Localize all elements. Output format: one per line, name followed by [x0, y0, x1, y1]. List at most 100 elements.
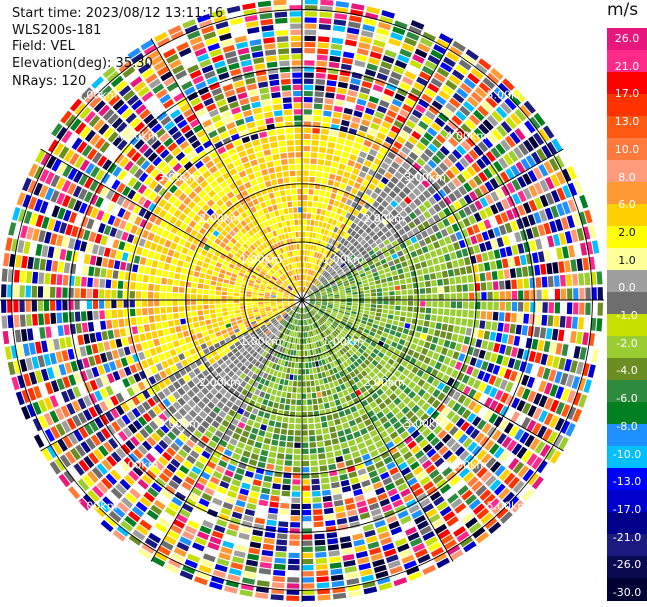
- ppi-gate: [322, 339, 327, 345]
- ppi-gate: [277, 447, 285, 453]
- ppi-gate: [378, 21, 392, 31]
- ppi-gate: [233, 139, 243, 147]
- ppi-gate: [539, 179, 549, 193]
- ppi-gate: [270, 445, 278, 452]
- ppi-gate: [291, 343, 295, 350]
- ppi-gate: [244, 565, 257, 573]
- ppi-gate: [199, 134, 210, 144]
- ppi-gate: [148, 180, 158, 190]
- ppi-gate: [268, 347, 273, 354]
- ppi-gate: [440, 534, 454, 545]
- ppi-gate: [269, 79, 280, 87]
- ppi-gate: [292, 318, 296, 325]
- ppi-gate: [302, 424, 308, 430]
- ppi-gate: [291, 399, 296, 405]
- ppi-gate: [384, 171, 393, 180]
- ppi-gate: [333, 288, 339, 292]
- ppi-gate: [308, 362, 312, 368]
- ppi-gate: [533, 112, 546, 127]
- ppi-gate: [192, 340, 200, 347]
- ppi-gate: [249, 95, 260, 103]
- ppi-gate: [291, 189, 297, 195]
- ppi-gate: [432, 257, 439, 265]
- ppi-gate: [175, 135, 186, 146]
- ppi-gate: [291, 257, 294, 263]
- ppi-gate: [353, 260, 360, 266]
- ppi-gate: [229, 355, 237, 362]
- ppi-gate: [153, 183, 163, 194]
- ppi-gate: [13, 284, 19, 298]
- ppi-gate: [197, 283, 204, 289]
- ppi-gate: [444, 253, 451, 262]
- ppi-gate: [278, 384, 283, 391]
- ppi-gate: [283, 302, 289, 304]
- ppi-gate: [183, 216, 192, 225]
- ppi-gate: [438, 286, 444, 293]
- ppi-gate: [268, 324, 274, 329]
- ppi-gate: [47, 246, 55, 259]
- ppi-gate: [212, 230, 220, 237]
- ppi-gate: [298, 207, 302, 213]
- ppi-gate: [191, 170, 201, 180]
- ppi-gate: [304, 307, 307, 313]
- ppi-gate: [129, 364, 138, 374]
- ppi-gate: [272, 483, 281, 490]
- ppi-gate: [84, 177, 94, 189]
- ppi-gate: [293, 289, 297, 294]
- ppi-gate: [269, 325, 275, 331]
- ppi-gate: [105, 289, 111, 299]
- ppi-gate: [264, 296, 270, 298]
- ppi-gate: [241, 136, 251, 144]
- ppi-gate: [324, 229, 329, 236]
- ppi-gate: [414, 125, 425, 135]
- ppi-gate: [314, 379, 320, 386]
- ppi-gate: [65, 336, 73, 348]
- ppi-gate: [118, 85, 132, 97]
- ppi-gate: [165, 335, 172, 343]
- ppi-gate: [110, 408, 120, 419]
- ppi-gate: [168, 374, 177, 383]
- ppi-gate: [274, 273, 279, 278]
- ppi-gate: [547, 276, 554, 288]
- ppi-gate: [350, 9, 364, 17]
- ppi-gate: [56, 378, 65, 391]
- ppi-gate: [72, 414, 82, 427]
- ppi-gate: [187, 520, 200, 530]
- ppi-gate: [317, 397, 323, 404]
- ppi-gate: [305, 268, 307, 274]
- ppi-gate: [411, 429, 421, 439]
- ppi-gate: [127, 94, 139, 106]
- ppi-gate: [256, 277, 263, 282]
- ppi-gate: [361, 276, 367, 281]
- ppi-gate: [288, 271, 292, 277]
- ppi-gate: [260, 555, 273, 563]
- ppi-gate: [302, 308, 304, 314]
- ppi-gate: [253, 269, 260, 275]
- ppi-gate: [383, 291, 389, 296]
- ppi-gate: [271, 305, 277, 308]
- ppi-gate: [163, 191, 172, 201]
- ppi-gate: [225, 428, 234, 437]
- ppi-gate: [389, 227, 397, 235]
- ppi-gate: [279, 509, 289, 515]
- ppi-gate: [183, 161, 193, 171]
- ppi-gate: [289, 417, 295, 424]
- ppi-gate: [462, 284, 468, 292]
- ppi-gate: [139, 257, 147, 265]
- ppi-gate: [315, 429, 322, 435]
- ppi-gate: [183, 350, 191, 358]
- ppi-gate: [122, 173, 132, 184]
- ppi-gate: [202, 553, 216, 563]
- ppi-gate: [60, 110, 73, 124]
- ppi-gate: [77, 397, 87, 410]
- ppi-gate: [168, 271, 175, 279]
- ppi-gate: [213, 342, 221, 349]
- ppi-gate: [222, 287, 228, 292]
- ppi-gate: [336, 358, 342, 365]
- ppi-gate: [76, 264, 83, 275]
- ppi-gate: [353, 182, 361, 190]
- ppi-gate: [86, 148, 98, 161]
- ppi-gate: [486, 114, 499, 127]
- ppi-gate: [259, 455, 267, 463]
- ppi-gate: [150, 168, 160, 178]
